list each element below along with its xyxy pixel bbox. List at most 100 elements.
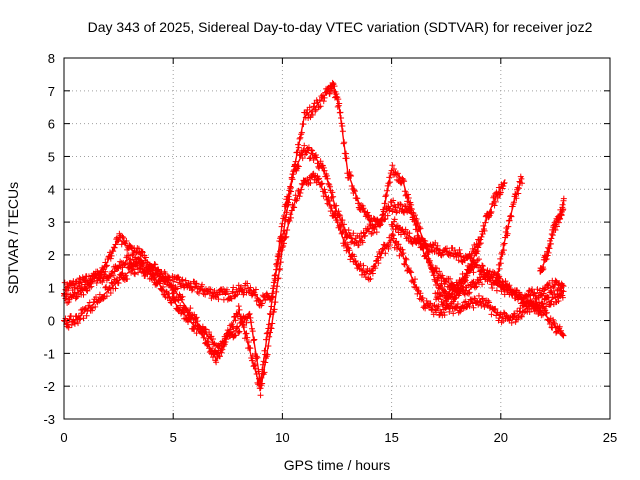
data-point — [192, 319, 199, 326]
data-point — [372, 265, 379, 272]
data-point — [482, 274, 489, 281]
data-point — [499, 251, 506, 258]
data-point — [311, 100, 318, 107]
data-point — [205, 341, 212, 348]
data-point — [338, 120, 345, 127]
data-point — [412, 239, 419, 246]
y-tick-label: 6 — [48, 117, 55, 132]
data-point — [446, 308, 453, 315]
data-point — [457, 308, 464, 315]
data-point — [500, 183, 507, 190]
data-point — [100, 266, 107, 273]
data-point — [405, 265, 412, 272]
y-tick-label: -2 — [43, 379, 55, 394]
data-point — [426, 259, 433, 266]
data-point — [515, 190, 522, 197]
data-point — [279, 220, 286, 227]
data-series — [61, 79, 567, 399]
y-tick-label: 4 — [48, 182, 55, 197]
data-point — [243, 330, 250, 337]
data-point — [238, 284, 245, 291]
data-point — [103, 262, 110, 269]
data-point — [227, 328, 234, 335]
data-point — [508, 213, 515, 220]
data-point — [393, 209, 400, 216]
data-point — [251, 362, 258, 369]
data-point — [465, 262, 472, 269]
data-point — [264, 351, 271, 358]
data-point — [551, 320, 558, 327]
data-point — [290, 171, 297, 178]
data-point — [460, 283, 467, 290]
data-point — [440, 309, 447, 316]
data-point — [472, 295, 479, 302]
data-point — [131, 271, 138, 278]
data-point — [508, 319, 515, 326]
data-point — [480, 266, 487, 273]
data-point — [559, 201, 566, 208]
data-point — [487, 210, 494, 217]
data-point — [365, 213, 372, 220]
data-point — [510, 199, 517, 206]
data-point — [387, 179, 394, 186]
data-point — [256, 385, 263, 392]
data-point — [61, 318, 68, 325]
data-point — [399, 246, 406, 253]
data-point — [155, 266, 162, 273]
data-point — [337, 213, 344, 220]
data-point — [462, 298, 469, 305]
data-point — [456, 246, 463, 253]
data-point — [200, 334, 207, 341]
data-point — [118, 241, 125, 248]
data-point — [64, 321, 71, 328]
data-point — [505, 217, 512, 224]
data-point — [317, 103, 324, 110]
data-point — [360, 205, 367, 212]
data-point — [360, 229, 367, 236]
data-point — [280, 243, 287, 249]
data-point — [266, 329, 273, 336]
data-point — [369, 267, 376, 274]
data-point — [245, 311, 252, 318]
x-tick-label: 10 — [275, 430, 289, 445]
data-point — [149, 269, 156, 276]
data-point — [296, 193, 303, 200]
data-point — [387, 241, 394, 248]
data-point — [142, 254, 149, 261]
data-point — [230, 284, 237, 291]
data-point — [479, 281, 486, 288]
data-point — [94, 268, 101, 275]
data-point — [252, 365, 259, 372]
data-point — [118, 270, 125, 277]
data-point — [115, 280, 122, 287]
y-tick-label: 3 — [48, 215, 55, 230]
data-point — [269, 320, 276, 327]
data-point — [432, 239, 439, 246]
data-point — [529, 298, 535, 305]
data-point — [287, 183, 294, 190]
data-point — [467, 267, 474, 274]
data-point — [546, 245, 553, 252]
data-point — [245, 338, 252, 345]
data-point — [339, 229, 346, 236]
data-point — [266, 333, 273, 340]
data-point — [265, 343, 272, 350]
x-tick-label: 5 — [170, 430, 177, 445]
axis-ticks — [63, 57, 611, 420]
data-point — [379, 212, 386, 219]
data-point — [165, 276, 172, 283]
data-point — [229, 323, 236, 330]
data-point — [139, 248, 145, 255]
data-point — [351, 253, 358, 260]
data-point — [395, 241, 402, 248]
data-point — [241, 324, 248, 331]
data-point — [202, 326, 209, 333]
data-point — [356, 233, 363, 240]
data-point — [76, 275, 83, 282]
data-point — [80, 315, 87, 322]
data-point — [335, 96, 342, 103]
data-point — [486, 268, 493, 275]
data-point — [329, 189, 336, 196]
data-point — [461, 278, 468, 285]
data-point — [261, 347, 268, 354]
